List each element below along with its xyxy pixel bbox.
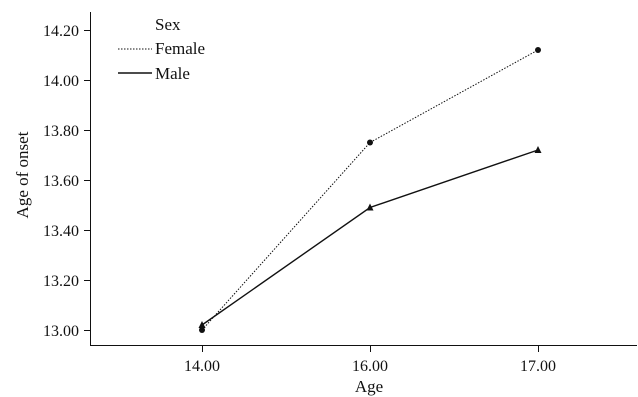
plot-area: 13.00 13.20 13.40 13.60 13.80 14.00 14.20 14.0… xyxy=(13,12,637,396)
x-axis-ticks: 14.00 16.00 17.00 xyxy=(184,345,556,375)
y-tick-label: 13.00 xyxy=(43,323,79,340)
male-point xyxy=(198,321,206,328)
y-tick-label: 14.00 xyxy=(43,73,79,90)
legend: Sex Female Male xyxy=(118,15,205,83)
male-point xyxy=(534,146,542,153)
x-tick-label: 14.00 xyxy=(184,358,220,375)
female-series-line xyxy=(201,49,539,331)
y-tick-label: 13.40 xyxy=(43,223,79,240)
y-axis-title: Age of onset xyxy=(13,131,32,218)
x-tick-label: 16.00 xyxy=(352,358,388,375)
female-point xyxy=(199,327,205,333)
male-series-line xyxy=(201,149,539,326)
y-tick-label: 14.20 xyxy=(43,23,79,40)
series-layer xyxy=(198,47,542,333)
y-tick-label: 13.20 xyxy=(43,273,79,290)
x-axis-title: Age xyxy=(355,377,383,396)
male-point xyxy=(366,203,374,211)
y-tick-label: 13.80 xyxy=(43,123,79,140)
legend-male-label: Male xyxy=(155,64,190,83)
y-axis-ticks: 13.00 13.20 13.40 13.60 13.80 14.00 14.20 xyxy=(43,23,90,340)
legend-title: Sex xyxy=(155,15,181,34)
x-tick-label: 17.00 xyxy=(520,358,556,375)
legend-female-label: Female xyxy=(155,39,205,58)
female-point xyxy=(367,139,373,146)
female-point xyxy=(535,47,541,53)
y-tick-label: 13.60 xyxy=(43,173,79,190)
